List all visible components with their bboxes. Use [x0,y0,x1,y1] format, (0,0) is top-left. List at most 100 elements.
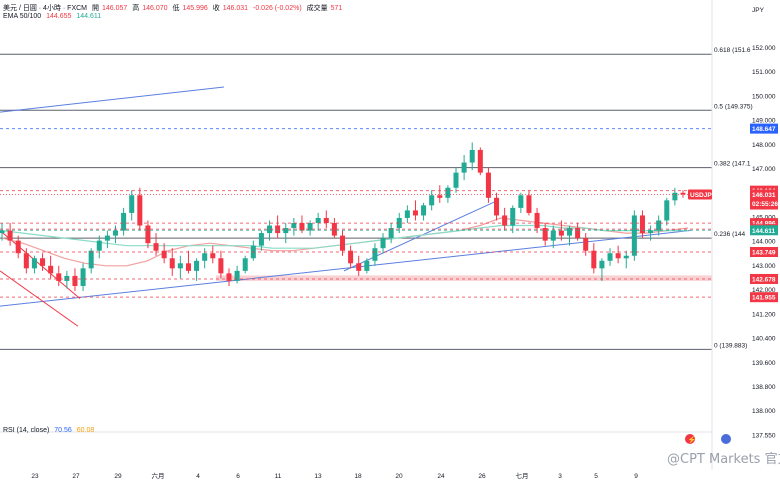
candle-body [526,195,532,213]
y-tick-label: 152.000 [752,45,776,52]
candle-body [639,215,645,234]
candle-body [56,273,62,281]
open-label: 開 [91,5,99,12]
y-tick-label: 151.000 [752,69,776,76]
fibonacci-levels: 0.618 (151.6 0.5 (149.375) 0.382 (147.1 0.2… [0,47,753,350]
candle-body [356,263,362,271]
candle-body [591,250,597,269]
candle-body [40,258,46,266]
ema-label[interactable]: EMA 50/100 [3,13,42,20]
candle-body [372,248,378,261]
trendline [0,230,691,307]
candle-body [185,263,191,271]
x-tick-label: 6 [236,473,240,480]
candle-body [145,225,151,244]
candle-body [137,195,143,226]
y-tick-label: 147.000 [752,166,776,173]
symbol-tag: USDJPY [690,192,717,199]
candle-body [169,258,175,269]
y-tick-label: 149.000 [752,118,776,125]
fib-label: 0.236 (144 [714,231,745,238]
fib-label: 0.382 (147.1 [714,161,751,168]
x-tick-label: 18 [354,473,362,480]
price-tag-bg [750,246,778,257]
y-tick-label: 137.550 [752,432,776,439]
x-tick-label: 9 [634,473,638,480]
price-tag: 143.749 [752,249,776,256]
candle-body [558,230,564,236]
y-tick-label: 144.000 [752,239,776,246]
symbol-name[interactable]: 美元 / 日圓 · 4小時 · FXCM [3,5,87,12]
trendlines [0,86,691,327]
candle-body [267,225,273,234]
candle-body [453,172,459,188]
symbol-tag-bg [688,189,712,200]
y-tick-label: 138.000 [752,408,776,415]
candle-body [615,253,621,259]
y-tick-label: 145.000 [752,215,776,222]
alert-icon[interactable] [685,434,695,444]
x-tick-label: 13 [314,473,322,480]
rsi-label[interactable]: RSI (14, close) [3,427,50,434]
candle-body [161,250,167,259]
candle-body [153,243,159,251]
trendline [0,86,225,113]
candle-body [672,192,678,201]
candle-body [23,253,29,269]
candle-body [112,230,119,236]
candle-body [461,162,467,173]
candle-body [437,195,443,198]
candle-body [31,258,37,269]
candle-body [396,217,402,229]
lightning-icon: ⚡ [688,435,697,444]
price-tag: 148.647 [752,126,776,133]
y-tick-label: 138.800 [752,384,776,391]
price-tag: 142.678 [752,276,776,283]
candle-body [226,273,232,281]
x-tick-label: 七月 [516,471,529,480]
candle-body [218,258,224,274]
x-tick-label: 3 [558,473,562,480]
candle-body [364,260,370,271]
volume-label: 成交量 [306,5,328,12]
high-value: 146.070 [142,5,168,12]
candle-body [234,270,240,281]
y-tick-label: 141.200 [752,311,776,318]
fib-label: 0.618 (151.6 [714,47,751,54]
candle-body [104,235,110,241]
candle-body [0,230,5,234]
candle-body [88,250,94,269]
candle-body [380,238,386,249]
flag-icon[interactable] [721,434,731,444]
close-label: 收 [212,5,220,12]
candle-body [510,207,516,226]
candle-body [623,255,629,259]
x-tick-label: 29 [114,473,122,480]
x-tick-label: 5 [594,473,598,480]
horizontal-price-lines [0,128,712,298]
watermark: @CPT Markets 官方 [667,452,780,467]
y-tick-label: 142.000 [752,287,776,294]
x-tick-label: 11 [275,473,282,480]
candle-body [283,228,289,234]
candle-body [664,200,670,221]
ema50-value: 144.655 [46,13,72,20]
y-tick-label: 139.600 [752,360,776,367]
candle-body [575,228,581,239]
candle-body [15,240,21,254]
x-tick-label: 23 [31,473,39,480]
open-value: 146.057 [101,5,128,12]
trendline [0,270,79,327]
candlestick-series [0,142,686,292]
y-tick-label: 150.000 [752,93,776,100]
candle-body [445,187,451,198]
candle-body [339,235,346,251]
y-tick-label: 148.000 [752,142,776,149]
currency-label: JPY [752,7,765,14]
candle-body [429,195,435,206]
price-tag-bg [750,189,778,210]
candle-body [291,223,297,229]
candle-body [412,210,418,216]
candle-body [242,258,248,271]
